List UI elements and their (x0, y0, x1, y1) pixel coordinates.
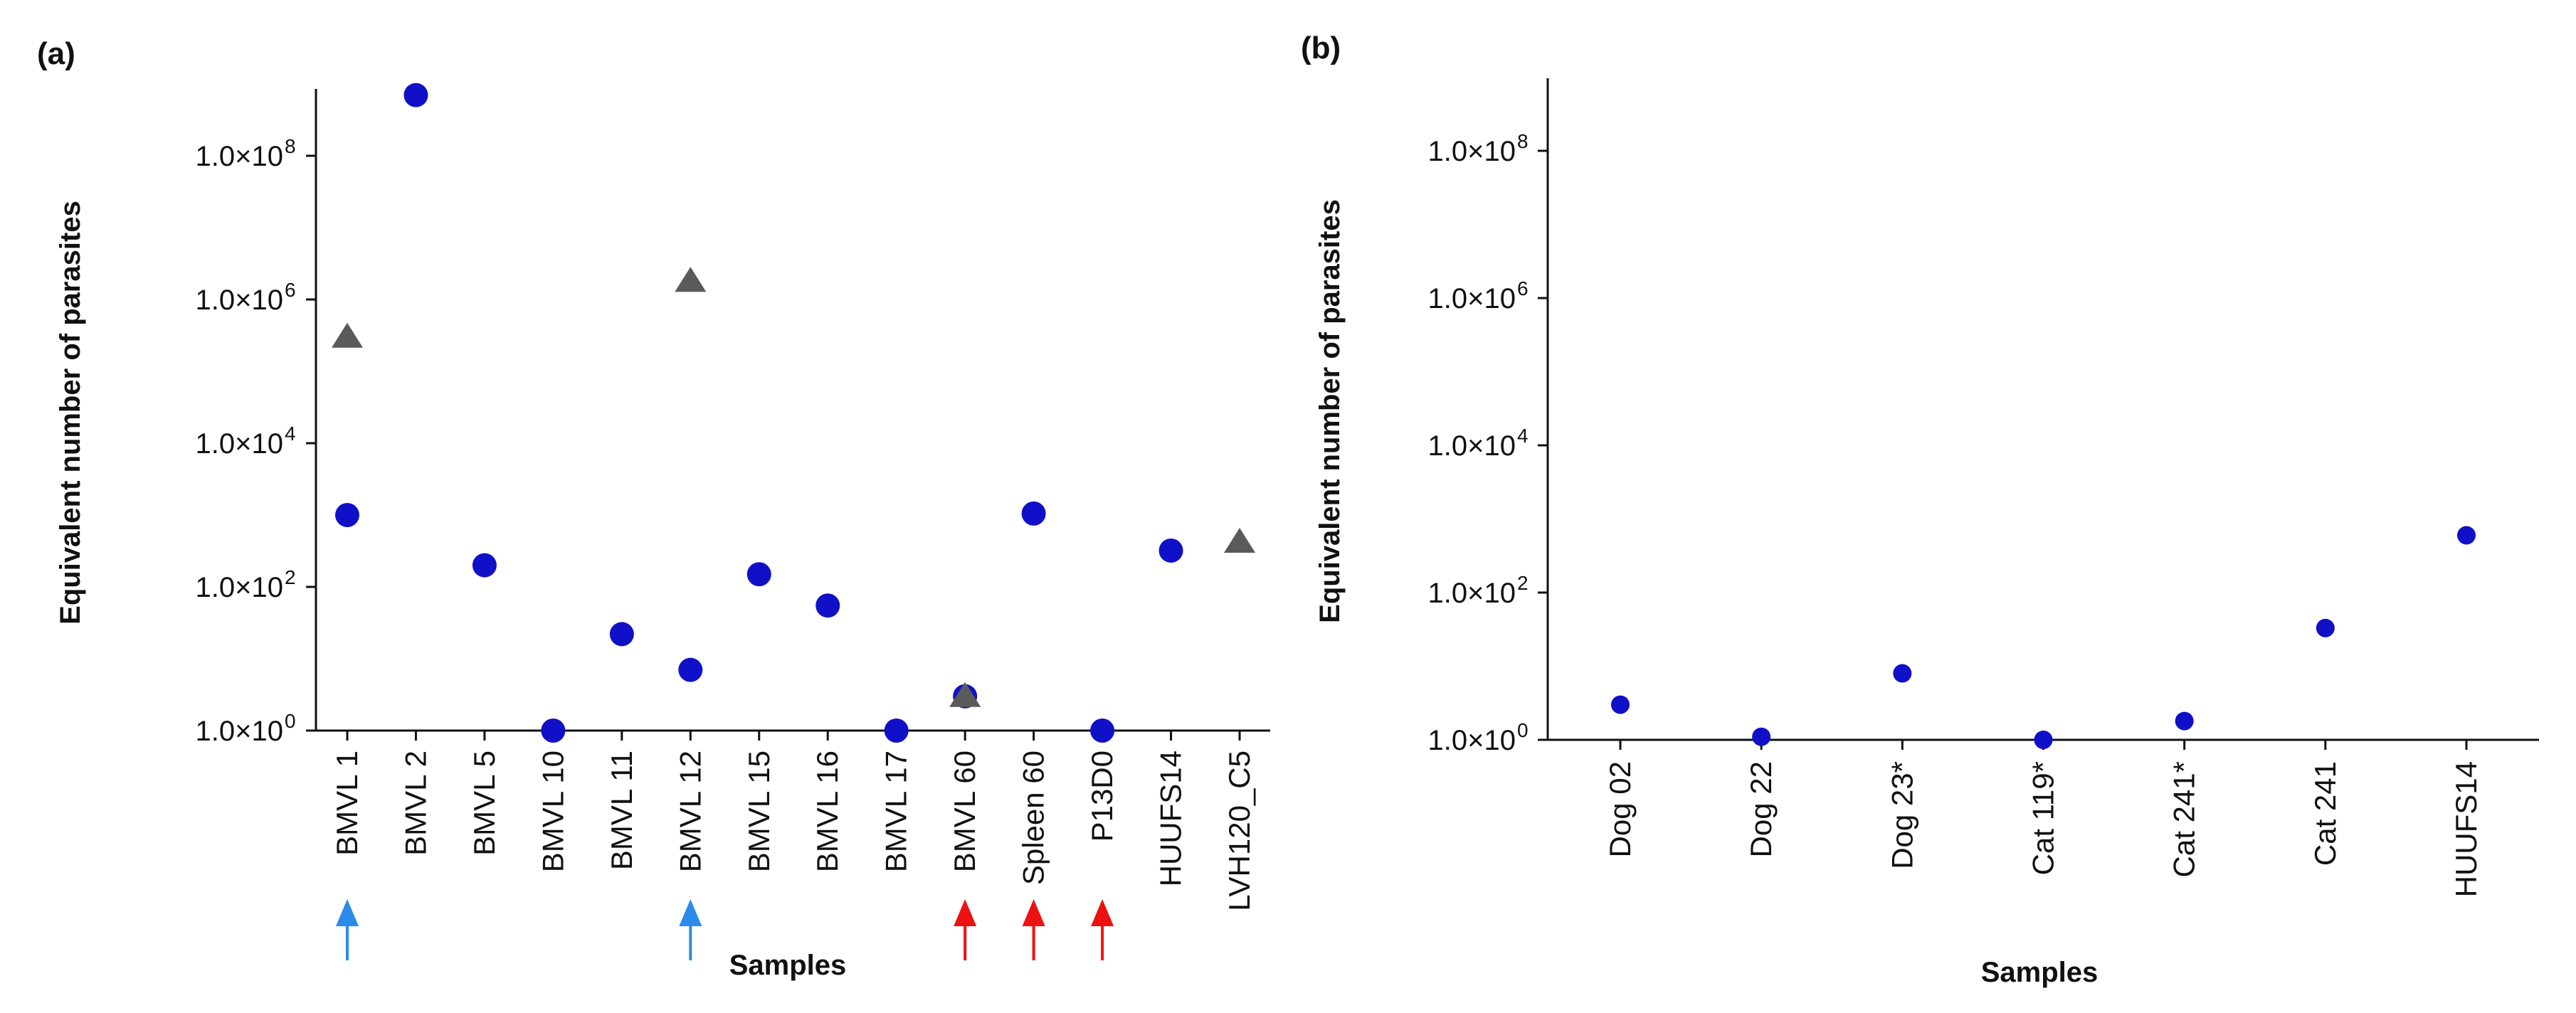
panel-a-x-axis-title: Samples (729, 950, 847, 981)
panel-a-y-axis-title: Equivalent number of parasites (55, 201, 86, 625)
panel-b-y-tick-exponent-2: 4 (1517, 425, 1529, 447)
panel-a-red-arrow-3 (1022, 899, 1045, 960)
panel-a-blue-arrow-0 (336, 899, 359, 960)
panel-a-category-label-13: LVH120_C5 (1223, 751, 1256, 911)
panel-a-category-label-0: BMVL 1 (330, 751, 364, 856)
panel-a-category-label-3: BMVL 10 (536, 751, 569, 872)
panel-a-y-tick-exponent-2: 4 (285, 423, 296, 445)
panel-b-circle-point-3 (2034, 731, 2053, 749)
panel-a-circle-point-3 (541, 718, 566, 743)
panel-b-circle-point-0 (1611, 695, 1630, 714)
panel-b-circle-point-6 (2457, 526, 2476, 545)
panel-a: (a) Equivalent number of parasites Sampl… (37, 36, 1270, 981)
panel-a-category-label-7: BMVL 16 (811, 751, 844, 872)
panel-a-triangle-point-5 (675, 267, 707, 292)
panel-b-category-label-4: Cat 241* (2168, 761, 2201, 877)
panel-a-category-label-1: BMVL 2 (398, 751, 432, 856)
panel-b-y-tick-label-3: 1.0×10 (1428, 283, 1516, 314)
panel-b-category-label-2: Dog 23* (1885, 761, 1918, 869)
panel-b-y-tick-exponent-0: 0 (1517, 719, 1529, 741)
panel-a-y-tick-label-1: 1.0×10 (196, 572, 283, 603)
panel-a-circle-point-8 (884, 718, 909, 743)
panel-b: (b) Equivalent number of parasites Sampl… (1301, 31, 2539, 988)
panel-a-triangle-point-9 (949, 681, 981, 707)
panel-a-blue-arrow-1 (679, 899, 702, 960)
panel-b-y-tick-exponent-3: 6 (1517, 277, 1529, 299)
panel-b-y-tick-label-4: 1.0×10 (1428, 136, 1516, 167)
panel-a-circle-point-11 (1090, 718, 1115, 743)
panel-b-y-tick-label-2: 1.0×10 (1428, 430, 1516, 462)
panel-a-y-tick-label-0: 1.0×10 (196, 716, 283, 747)
panel-b-label: (b) (1301, 31, 1341, 65)
panel-a-circle-point-7 (815, 593, 840, 618)
panel-b-category-label-6: HUUFS14 (2449, 761, 2483, 897)
panel-b-circle-point-5 (2316, 618, 2335, 637)
panel-a-y-tick-exponent-4: 8 (285, 135, 296, 157)
panel-a-y-tick-exponent-0: 0 (285, 710, 296, 732)
panel-b-y-tick-exponent-4: 8 (1517, 130, 1529, 152)
panel-b-y-tick-label-0: 1.0×10 (1428, 725, 1516, 756)
panel-a-y-tick-label-3: 1.0×10 (196, 285, 283, 316)
panel-b-category-label-5: Cat 241 (2308, 761, 2342, 866)
panel-a-category-label-4: BMVL 11 (605, 751, 638, 870)
panel-b-circle-point-1 (1752, 727, 1771, 746)
panel-a-category-label-8: BMVL 17 (880, 751, 913, 872)
panel-a-category-label-12: HUUFS14 (1154, 751, 1188, 886)
panel-a-red-arrow-2 (954, 899, 977, 960)
panel-b-circle-point-4 (2175, 711, 2194, 731)
panel-a-circle-point-4 (609, 622, 634, 647)
panel-b-category-label-3: Cat 119* (2027, 761, 2060, 875)
panel-a-y-tick-label-2: 1.0×10 (196, 428, 283, 460)
panel-b-circle-point-2 (1893, 664, 1912, 683)
panel-b-y-tick-exponent-1: 2 (1517, 572, 1529, 594)
panel-a-label: (a) (37, 36, 75, 71)
panel-a-category-label-9: BMVL 60 (948, 751, 981, 872)
panel-a-circle-point-12 (1158, 538, 1183, 563)
panel-b-y-axis-title: Equivalent number of parasites (1314, 199, 1346, 623)
panel-a-category-label-5: BMVL 12 (673, 751, 707, 872)
panel-b-category-label-0: Dog 02 (1603, 761, 1637, 857)
panel-b-category-label-1: Dog 22 (1744, 761, 1778, 857)
panel-a-y-tick-label-4: 1.0×10 (196, 141, 283, 172)
panel-a-circle-point-0 (335, 503, 359, 527)
panel-a-circle-point-10 (1021, 501, 1046, 526)
panel-a-triangle-point-13 (1224, 528, 1255, 553)
panel-a-circle-point-2 (472, 553, 497, 578)
panel-a-triangle-point-0 (332, 322, 363, 348)
panel-a-circle-point-5 (678, 657, 703, 682)
panel-a-y-tick-exponent-1: 2 (285, 566, 296, 588)
panel-a-category-label-6: BMVL 15 (742, 751, 776, 872)
panel-a-circle-point-6 (746, 562, 771, 587)
panel-a-red-arrow-4 (1091, 899, 1114, 960)
panel-a-category-label-11: P13D0 (1085, 751, 1119, 842)
panel-a-y-tick-exponent-3: 6 (285, 279, 296, 301)
panel-a-category-label-10: Spleen 60 (1017, 751, 1050, 885)
panel-a-circle-point-1 (403, 83, 428, 107)
panel-a-category-label-2: BMVL 5 (468, 751, 501, 856)
panel-b-x-axis-title: Samples (1981, 957, 2099, 988)
panel-b-y-tick-label-1: 1.0×10 (1428, 578, 1516, 609)
